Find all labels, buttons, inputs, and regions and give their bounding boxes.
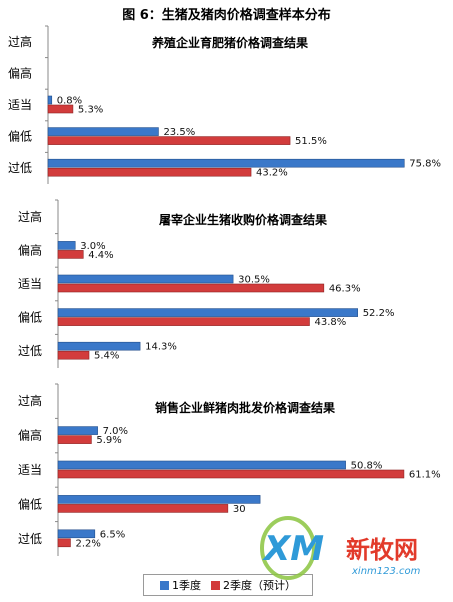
data-label: 50.8% [351,461,383,472]
bar-q2 [47,104,74,114]
bar-q2 [47,136,291,145]
bar-q2 [57,504,229,513]
bar-q2 [57,350,90,360]
bar-q1 [57,241,76,250]
category-label: 过低 [18,532,42,546]
data-label: 52.2% [363,308,395,319]
legend-swatch-series-2 [211,580,220,590]
data-label: 6.5% [100,529,125,540]
bar-q2 [57,435,92,444]
bar-q2 [57,250,84,259]
bar-q1 [57,341,141,351]
category-label: 偏低 [18,496,42,511]
category-label: 偏高 [18,428,42,443]
legend: 1季度 2季度（预计） [143,574,313,596]
category-label: 偏低 [8,129,32,144]
bar-q1 [57,495,261,504]
watermark-logo-text: XM [262,529,324,569]
legend-label-series-1: 1季度 [172,579,201,592]
chart-title: 销售企业鲜猪肉批发价格调查结果 [155,400,335,415]
bar-q2 [57,317,310,326]
data-label: 43.2% [256,168,288,179]
data-label: 30 [233,504,246,515]
figure-title: 图 6：生猪及猪肉价格调查样本分布 [122,8,331,23]
bar-q1 [57,426,98,435]
legend-label-series-2: 2季度（预计） [223,579,296,592]
data-label: 3.0% [80,241,105,252]
data-label: 51.5% [295,136,327,147]
data-label: 0.8% [57,96,82,107]
category-label: 偏高 [8,65,32,80]
bar-q1 [47,127,159,136]
legend-swatch-series-1 [160,580,169,590]
data-label: 5.9% [96,435,121,446]
category-label: 过低 [8,161,32,175]
data-label: 23.5% [163,127,195,138]
data-label: 61.1% [409,470,441,481]
watermark-brand-text: 新牧网 [346,536,418,564]
data-label: 2.2% [75,538,100,549]
data-label: 43.8% [314,317,346,328]
category-label: 偏低 [18,310,42,325]
bar-q1 [57,529,96,539]
data-label: 5.4% [94,351,119,362]
data-label: 46.3% [329,284,361,295]
bar-q2 [57,283,325,293]
bar-q2 [57,469,405,479]
data-label: 5.3% [78,105,103,116]
chart-title: 屠宰企业生猪收购价格调查结果 [159,212,327,227]
legend-item-series-2: 2季度（预计） [211,577,296,593]
category-label: 过高 [8,34,32,49]
category-label: 适当 [18,463,42,477]
data-label: 7.0% [103,426,128,437]
data-label: 75.8% [409,159,441,170]
category-label: 过低 [18,344,42,358]
bar-q1 [47,95,53,105]
bar-q2 [57,538,71,548]
category-label: 适当 [8,98,32,112]
bar-q1 [57,460,346,470]
watermark-logo: XM 新牧网 xinm123.com [260,516,421,580]
category-label: 偏高 [18,242,42,257]
data-label: 30.5% [238,275,270,286]
bar-q1 [57,308,359,317]
bar-q1 [57,274,234,284]
data-label: 14.3% [145,342,177,353]
bar-q2 [47,167,252,177]
category-label: 过高 [18,393,42,408]
legend-item-series-1: 1季度 [160,577,201,593]
watermark-url-text: xinm123.com [351,566,421,577]
bar-q1 [47,158,405,168]
data-label: 4.4% [88,250,113,261]
category-label: 过高 [18,209,42,224]
category-label: 适当 [18,277,42,291]
watermark-ring [260,516,316,580]
chart-title: 养殖企业育肥猪价格调查结果 [151,35,308,50]
